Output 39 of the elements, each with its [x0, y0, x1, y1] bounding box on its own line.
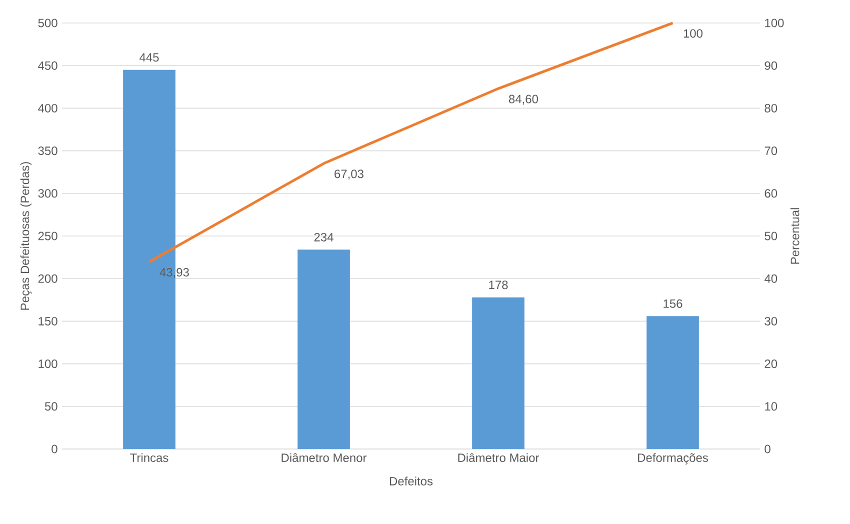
y2-tick-label: 90: [764, 61, 778, 70]
data-label: 445: [140, 53, 159, 62]
data-label: 178: [489, 280, 508, 290]
x-axis-title: Defeitos: [390, 476, 433, 486]
y2-tick-label: 10: [765, 402, 778, 411]
y2-tick-label: 70: [764, 146, 778, 156]
data-label: 234: [314, 232, 334, 242]
y2-tick-label: 0: [764, 444, 770, 454]
y-axis-title: Peças Defeituosas (Perdas): [20, 162, 32, 310]
data-label: 67,03: [334, 170, 364, 180]
y-tick-label: 100: [38, 360, 58, 368]
y2-tick-label: 40: [764, 274, 778, 283]
y-tick-label: 400: [38, 104, 58, 112]
y-tick-label: 250: [38, 232, 58, 240]
y2-tick-label: 80: [764, 104, 778, 112]
y-tick-label: 50: [44, 402, 58, 411]
y2-tick-label: 50: [764, 232, 778, 240]
data-label: 84,60: [508, 94, 538, 105]
y2-tick-label: 30: [764, 316, 778, 326]
data-label: 100: [684, 29, 703, 38]
y-tick-label: 0: [52, 444, 58, 454]
x-tick-label: Diâmetro Menor: [282, 453, 367, 462]
y-tick-label: 300: [38, 189, 58, 198]
bar: [298, 250, 350, 449]
data-label: 156: [664, 299, 682, 308]
x-tick-label: Deformações: [638, 453, 708, 464]
y-tick-label: 150: [38, 316, 58, 326]
bar: [472, 297, 524, 449]
x-tick-label: Diâmetro Maior: [458, 453, 540, 462]
y-tick-label: 500: [38, 18, 58, 28]
x-tick-label: Trincas: [130, 453, 168, 462]
y-tick-label: 450: [38, 61, 58, 70]
y2-tick-label: 100: [765, 18, 784, 28]
y2-tick-label: 20: [764, 360, 778, 368]
y-tick-label: 200: [38, 274, 58, 283]
y-tick-label: 350: [38, 146, 58, 156]
y2-tick-label: 60: [764, 189, 778, 198]
y2-axis-title: Percentual: [790, 208, 800, 264]
bar: [646, 316, 699, 449]
